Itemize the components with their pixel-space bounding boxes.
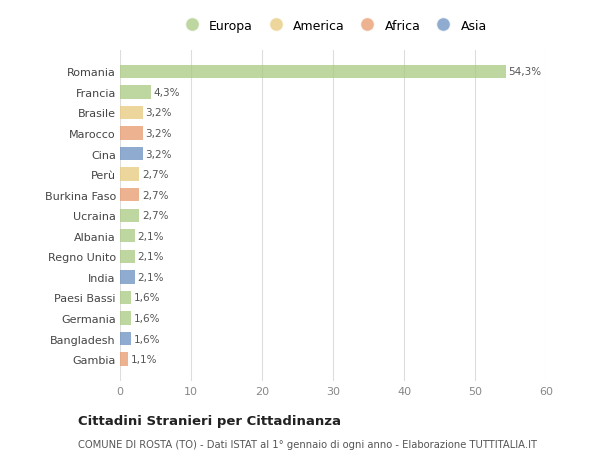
Text: Cittadini Stranieri per Cittadinanza: Cittadini Stranieri per Cittadinanza [78, 414, 341, 428]
Text: 2,7%: 2,7% [142, 170, 169, 180]
Text: 54,3%: 54,3% [508, 67, 541, 77]
Bar [120, 271, 135, 284]
Bar [120, 353, 128, 366]
Text: 2,1%: 2,1% [138, 272, 164, 282]
Bar [120, 312, 131, 325]
Text: 2,1%: 2,1% [138, 252, 164, 262]
Bar [120, 147, 143, 161]
Bar [120, 106, 143, 120]
Text: 2,1%: 2,1% [138, 231, 164, 241]
Text: COMUNE DI ROSTA (TO) - Dati ISTAT al 1° gennaio di ogni anno - Elaborazione TUTT: COMUNE DI ROSTA (TO) - Dati ISTAT al 1° … [78, 440, 537, 449]
Text: 3,2%: 3,2% [146, 129, 172, 139]
Bar [120, 66, 506, 79]
Bar [120, 209, 139, 223]
Bar [120, 332, 131, 346]
Text: 4,3%: 4,3% [154, 88, 180, 98]
Bar [120, 86, 151, 99]
Bar [120, 168, 139, 181]
Bar [120, 250, 135, 263]
Bar [120, 291, 131, 304]
Text: 1,1%: 1,1% [131, 354, 157, 364]
Text: 1,6%: 1,6% [134, 313, 161, 323]
Text: 1,6%: 1,6% [134, 334, 161, 344]
Bar [120, 127, 143, 140]
Text: 2,7%: 2,7% [142, 190, 169, 200]
Bar [120, 189, 139, 202]
Text: 2,7%: 2,7% [142, 211, 169, 221]
Text: 1,6%: 1,6% [134, 293, 161, 303]
Legend: Europa, America, Africa, Asia: Europa, America, Africa, Asia [176, 17, 490, 35]
Text: 3,2%: 3,2% [146, 108, 172, 118]
Text: 3,2%: 3,2% [146, 149, 172, 159]
Bar [120, 230, 135, 243]
